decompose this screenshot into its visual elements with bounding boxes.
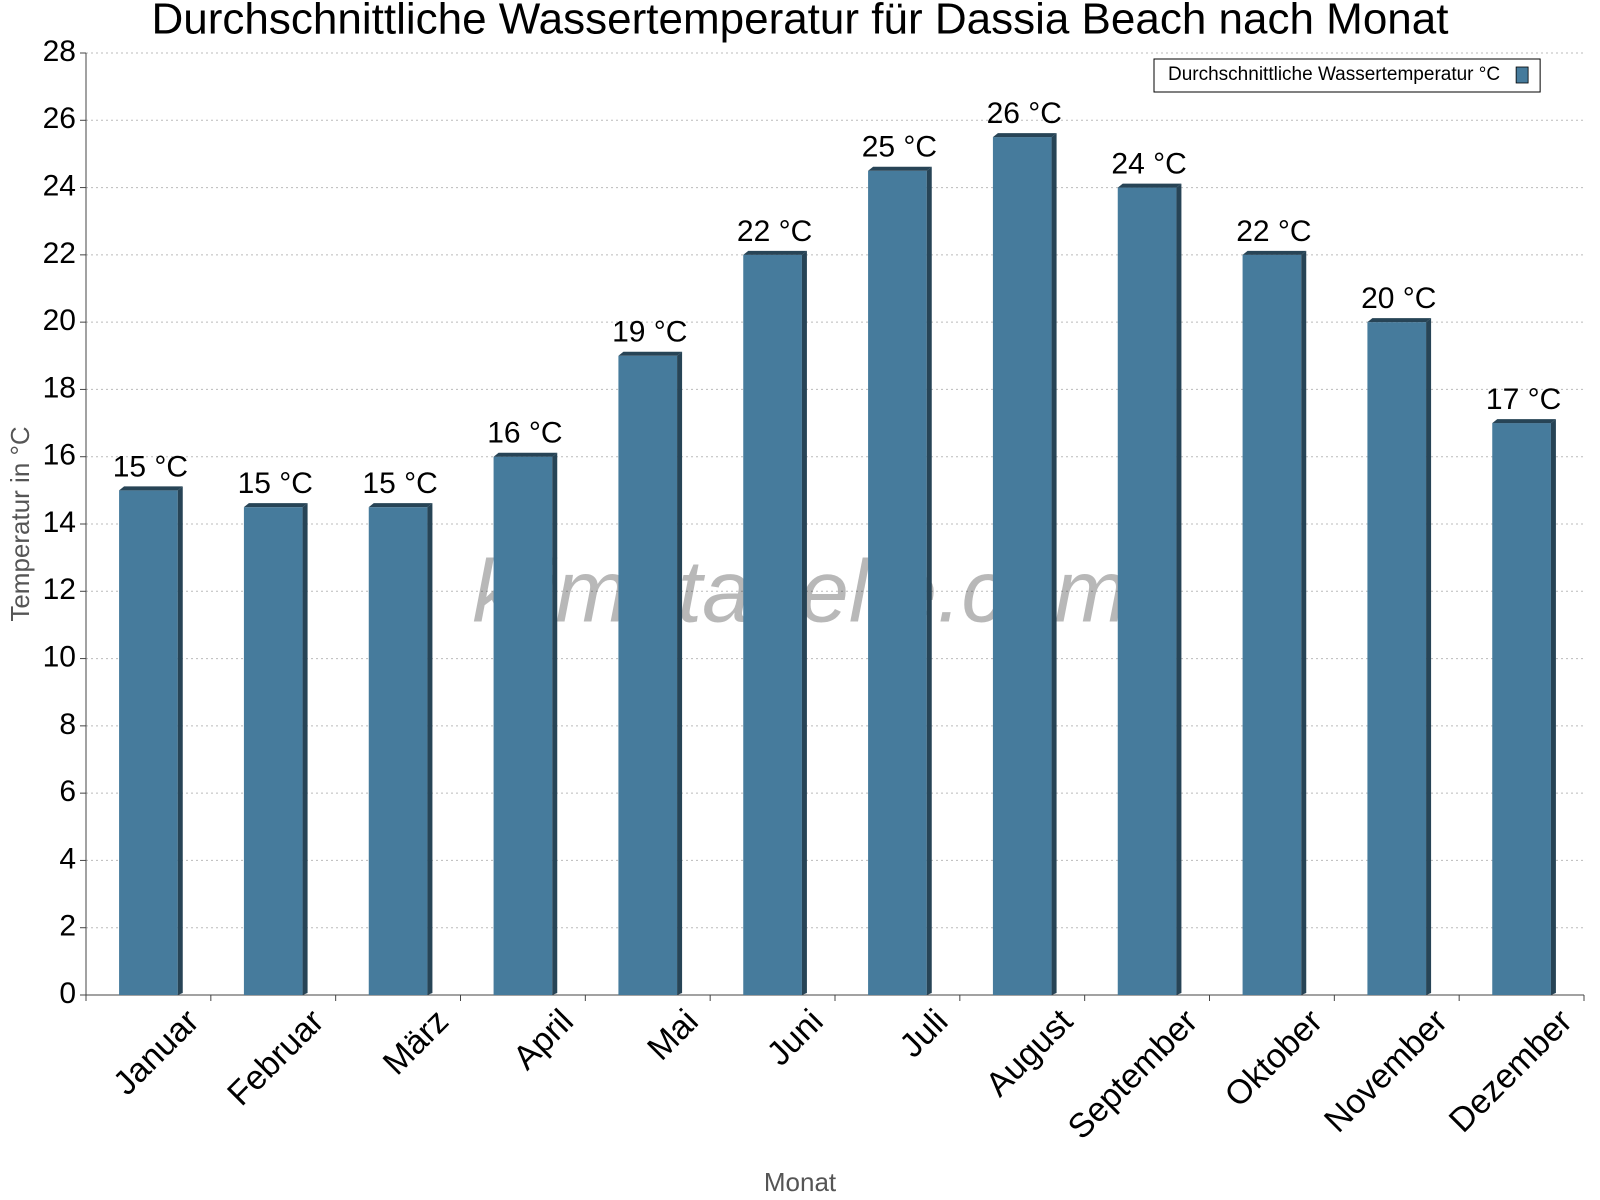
bar-top <box>743 250 807 255</box>
bar <box>119 490 178 995</box>
bar-side <box>552 452 558 995</box>
bar-group <box>1117 183 1182 996</box>
y-tick-label: 14 <box>43 506 76 539</box>
bar-side <box>1550 419 1556 996</box>
bar-side <box>1176 183 1182 996</box>
bar-top <box>119 486 183 491</box>
x-axis-label: Monat <box>764 1167 837 1197</box>
bar <box>868 170 927 995</box>
data-label: 20 °C <box>1361 282 1436 315</box>
bar-group <box>618 351 683 995</box>
bar <box>1492 423 1551 996</box>
legend: Durchschnittliche Wassertemperatur °C <box>1153 58 1541 93</box>
x-tick-label: März <box>376 1002 456 1082</box>
x-tick-label: Januar <box>106 1002 206 1102</box>
bar-top <box>618 351 683 356</box>
data-label: 16 °C <box>487 417 562 450</box>
x-tick-label: Juli <box>892 1002 955 1065</box>
y-tick-label: 18 <box>43 371 76 404</box>
x-tick-label: November <box>1317 1002 1455 1140</box>
y-tick-label: 22 <box>43 237 76 270</box>
x-tick-label: Oktober <box>1218 1002 1330 1114</box>
bar-group <box>493 452 558 995</box>
bar-side <box>177 486 183 995</box>
bar-top <box>493 452 558 457</box>
bar-top <box>1242 250 1307 255</box>
legend-box <box>1153 58 1541 93</box>
data-label: 19 °C <box>612 316 687 349</box>
bar-side <box>1426 318 1432 996</box>
chart-title: Durchschnittliche Wassertemperatur für D… <box>152 0 1449 44</box>
data-label: 22 °C <box>737 215 812 248</box>
y-tick-label: 6 <box>59 775 76 808</box>
y-tick-label: 20 <box>43 304 76 337</box>
x-tick-label: September <box>1061 1002 1205 1146</box>
bar-top <box>368 503 433 508</box>
bar-side <box>302 503 308 995</box>
data-label: 15 °C <box>238 467 313 500</box>
bar-top <box>243 503 308 508</box>
bar-side <box>427 503 433 995</box>
bar-group <box>119 486 183 995</box>
bar-side <box>1301 250 1307 995</box>
bar-top <box>1117 183 1182 188</box>
x-tick-label: Mai <box>640 1002 706 1068</box>
bar-group <box>992 133 1057 995</box>
bar-group <box>1242 250 1307 995</box>
y-tick-label: 0 <box>59 977 76 1010</box>
x-tick-label: Juni <box>760 1002 831 1073</box>
y-tick-label: 12 <box>43 573 76 606</box>
y-tick-label: 26 <box>43 102 76 135</box>
bar-group <box>743 250 807 995</box>
data-label: 22 °C <box>1236 215 1311 248</box>
x-tick-label: Februar <box>220 1002 331 1113</box>
y-tick-label: 16 <box>43 439 76 472</box>
y-tick-label: 28 <box>43 35 76 68</box>
bar <box>243 507 303 995</box>
data-label: 15 °C <box>113 450 188 483</box>
bar-side <box>801 250 807 995</box>
data-label: 26 °C <box>987 97 1062 130</box>
y-tick-label: 10 <box>43 640 76 673</box>
bar <box>493 456 553 995</box>
bar-group <box>868 166 932 995</box>
bar-group <box>1492 419 1556 996</box>
bar-side <box>677 351 683 995</box>
bar-group <box>243 503 308 995</box>
y-tick-label: 4 <box>59 842 76 875</box>
bar-side <box>926 166 932 995</box>
y-axis-label: Temperatur in °C <box>5 426 35 621</box>
bar <box>992 137 1052 995</box>
bar <box>368 507 428 995</box>
legend-label: Durchschnittliche Wassertemperatur °C <box>1168 64 1500 85</box>
data-label: 25 °C <box>862 131 937 164</box>
data-label: 17 °C <box>1486 383 1561 416</box>
bar <box>618 355 678 995</box>
y-tick-label: 8 <box>59 708 76 741</box>
x-tick-label: April <box>506 1002 581 1077</box>
bar-top <box>1367 318 1432 323</box>
bar <box>1117 187 1177 996</box>
bar-top <box>1492 419 1556 424</box>
y-tick-label: 2 <box>59 910 76 943</box>
legend-swatch <box>1515 66 1529 84</box>
data-label: 15 °C <box>362 467 437 500</box>
data-label: 24 °C <box>1111 147 1186 180</box>
x-tick-label: August <box>979 1002 1081 1104</box>
bar-side <box>1051 133 1057 995</box>
bar <box>743 254 802 995</box>
bar-group <box>1367 318 1432 996</box>
bar-group <box>368 503 433 995</box>
bar-top <box>868 166 932 171</box>
x-tick-label: Dezember <box>1442 1002 1580 1140</box>
bar-top <box>992 133 1057 138</box>
bar <box>1242 254 1302 995</box>
bar <box>1367 322 1427 996</box>
y-tick-label: 24 <box>43 169 76 202</box>
